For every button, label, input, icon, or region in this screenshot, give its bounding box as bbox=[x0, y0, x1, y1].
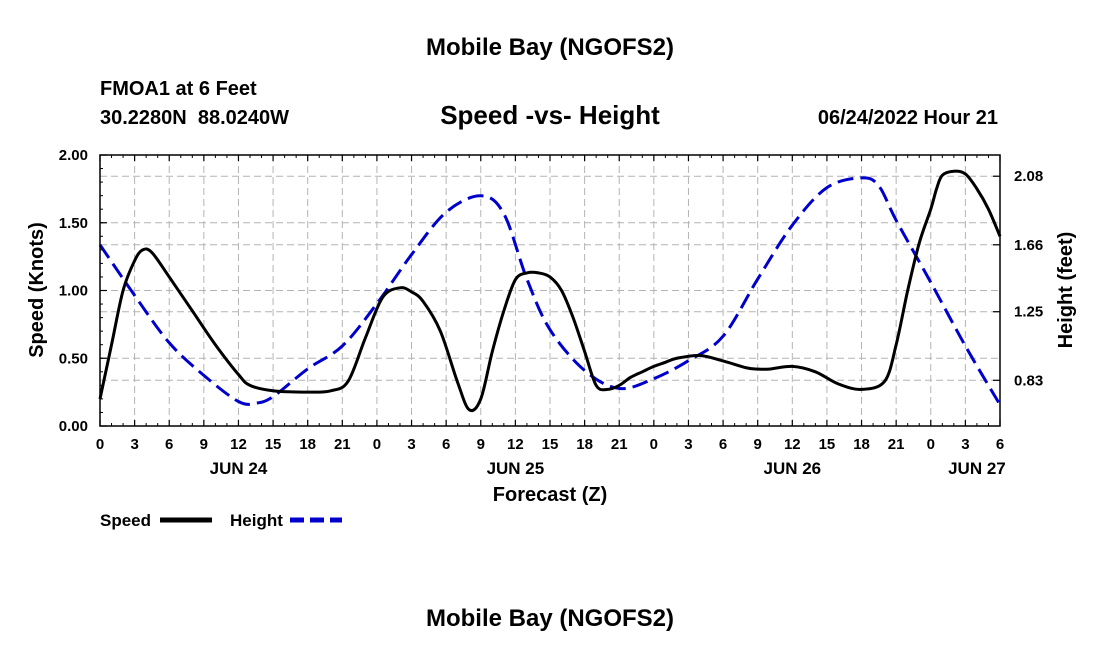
y-left-tick-label: 1.00 bbox=[59, 283, 88, 300]
chart-title: Mobile Bay (NGOFS2) bbox=[426, 34, 674, 61]
x-tick-label: 21 bbox=[888, 436, 905, 453]
y-left-tick-label: 2.00 bbox=[59, 147, 88, 164]
series-layer bbox=[98, 169, 1002, 413]
x-tick-label: 6 bbox=[719, 436, 727, 453]
x-tick-label: 15 bbox=[265, 436, 282, 453]
x-tick-label: 12 bbox=[784, 436, 801, 453]
x-tick-label: 9 bbox=[754, 436, 762, 453]
timestamp: 06/24/2022 Hour 21 bbox=[818, 107, 998, 129]
station-label: FMOA1 at 6 Feet bbox=[100, 78, 257, 100]
date-label: JUN 25 bbox=[487, 459, 545, 478]
x-tick-label: 12 bbox=[507, 436, 524, 453]
x-tick-label: 18 bbox=[299, 436, 316, 453]
y-left-tick-label: 0.00 bbox=[59, 418, 88, 435]
y-left-tick-label: 1.50 bbox=[59, 215, 88, 232]
x-tick-label: 15 bbox=[819, 436, 836, 453]
axis-ticks: 0 3 6 9 12 15 18 21 0 3 6 9 12 15 18 21 0 3 6 9 12 15 18 21 0 3 6 J… bbox=[59, 147, 1043, 478]
legend-height-label: Height bbox=[230, 511, 283, 530]
date-label: JUN 26 bbox=[763, 459, 821, 478]
x-tick-label: 9 bbox=[200, 436, 208, 453]
x-tick-label: 0 bbox=[373, 436, 381, 453]
x-tick-label: 18 bbox=[576, 436, 593, 453]
x-tick-label: 0 bbox=[650, 436, 658, 453]
footer-title: Mobile Bay (NGOFS2) bbox=[426, 605, 674, 632]
x-tick-label: 3 bbox=[961, 436, 969, 453]
y-right-tick-label: 2.08 bbox=[1014, 168, 1043, 185]
y-left-tick-label: 0.50 bbox=[59, 350, 88, 367]
grid-lines bbox=[100, 155, 1000, 426]
y-right-tick-label: 1.66 bbox=[1014, 237, 1043, 254]
plot-area: 0 3 6 9 12 15 18 21 0 3 6 9 12 15 18 21 0 3 6 9 12 15 18 21 0 3 6 J… bbox=[59, 147, 1043, 478]
x-tick-label: 0 bbox=[927, 436, 935, 453]
x-tick-label: 21 bbox=[611, 436, 628, 453]
x-tick-label: 18 bbox=[853, 436, 870, 453]
y-right-tick-label: 0.83 bbox=[1014, 372, 1043, 389]
legend: Speed Height bbox=[100, 511, 342, 530]
x-tick-label: 6 bbox=[442, 436, 450, 453]
x-tick-label: 6 bbox=[996, 436, 1004, 453]
plot-title: Speed -vs- Height bbox=[440, 100, 660, 130]
x-tick-label: 3 bbox=[407, 436, 415, 453]
x-tick-label: 12 bbox=[230, 436, 247, 453]
x-tick-label: 0 bbox=[96, 436, 104, 453]
date-label: JUN 27 bbox=[948, 459, 1006, 478]
x-axis-label: Forecast (Z) bbox=[493, 484, 607, 506]
y-axis-right-label: Height (feet) bbox=[1055, 232, 1077, 349]
x-tick-label: 9 bbox=[477, 436, 485, 453]
y-axis-left-label: Speed (Knots) bbox=[26, 222, 48, 358]
station-coords: 30.2280N 88.0240W bbox=[100, 107, 289, 129]
date-label: JUN 24 bbox=[210, 459, 268, 478]
x-tick-label: 3 bbox=[130, 436, 138, 453]
x-tick-label: 21 bbox=[334, 436, 351, 453]
x-tick-label: 15 bbox=[542, 436, 559, 453]
legend-speed-label: Speed bbox=[100, 511, 151, 530]
series-line-height bbox=[98, 176, 1002, 406]
x-tick-label: 6 bbox=[165, 436, 173, 453]
x-tick-label: 3 bbox=[684, 436, 692, 453]
y-right-tick-label: 1.25 bbox=[1014, 304, 1043, 321]
series-line-speed bbox=[98, 169, 1002, 413]
